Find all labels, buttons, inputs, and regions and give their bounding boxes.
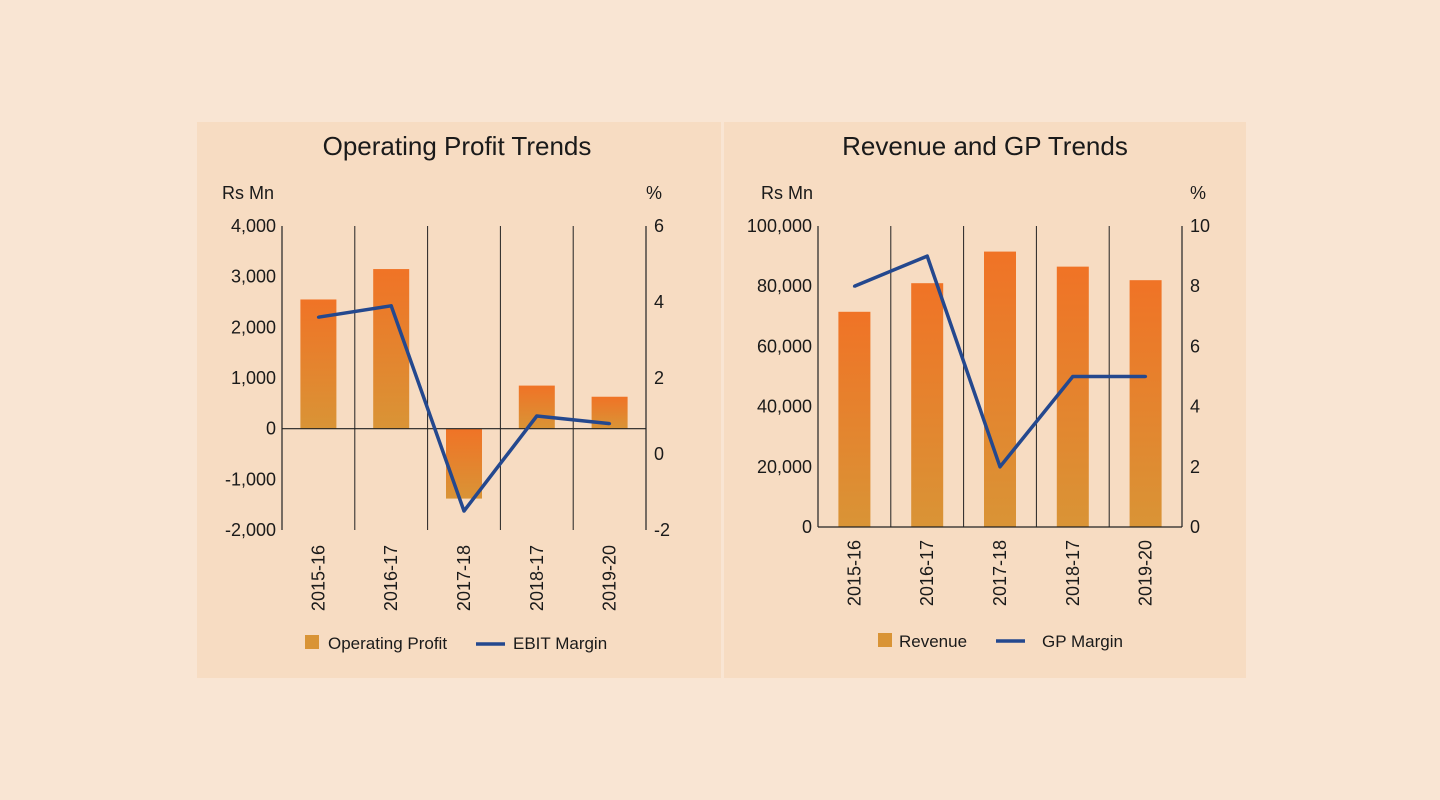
left-axis-tick-label: 100,000 — [747, 216, 812, 236]
line-point — [389, 304, 393, 308]
chart-title: Operating Profit Trends — [323, 131, 592, 161]
right-axis-ticks: 10 8 6 4 2 0 — [1190, 216, 1210, 537]
bar — [446, 428, 482, 499]
left-axis-tick-label: 1,000 — [231, 368, 276, 388]
bar — [300, 299, 337, 429]
legend-label-ebit-margin: EBIT Margin — [513, 634, 607, 653]
line-series — [852, 254, 1148, 469]
bar — [373, 269, 410, 429]
line-point — [462, 509, 466, 513]
left-axis-unit: Rs Mn — [222, 183, 274, 203]
category-label: 2017-18 — [990, 540, 1010, 606]
category-label: 2018-17 — [527, 545, 547, 611]
line-series — [316, 304, 612, 513]
revenue-gp-chart: Revenue and GP Trends Rs Mn % 100,000 80,… — [724, 122, 1246, 678]
category-label: 2016-17 — [917, 540, 937, 606]
left-axis-tick-label: 3,000 — [231, 267, 276, 287]
category-label: 2015-16 — [844, 540, 864, 606]
left-axis-tick-label: 40,000 — [757, 397, 812, 417]
axes — [281, 226, 647, 530]
right-axis-ticks: 6 4 2 0 -2 — [654, 216, 670, 540]
category-label: 2017-18 — [454, 545, 474, 611]
right-axis-tick-label: 4 — [654, 292, 664, 312]
line-point — [1144, 375, 1148, 378]
legend-swatch-revenue — [878, 633, 892, 647]
line-point — [925, 254, 929, 258]
left-axis-tick-label: 20,000 — [757, 457, 812, 477]
legend-label-operating-profit: Operating Profit — [328, 634, 447, 653]
right-axis-tick-label: -2 — [654, 520, 670, 540]
right-axis-tick-label: 6 — [1190, 336, 1200, 356]
bar-series — [300, 269, 628, 499]
right-axis-unit: % — [1190, 183, 1206, 203]
right-axis-tick-label: 10 — [1190, 216, 1210, 236]
bar — [911, 283, 944, 527]
legend: Operating Profit EBIT Margin — [305, 634, 607, 653]
line-point — [852, 284, 856, 288]
left-axis-tick-label: 0 — [802, 517, 812, 537]
right-axis-unit: % — [646, 183, 662, 203]
left-axis-tick-label: 4,000 — [231, 216, 276, 236]
bar — [518, 385, 555, 429]
right-axis-tick-label: 4 — [1190, 397, 1200, 417]
category-label: 2019-20 — [1136, 540, 1156, 606]
left-axis-ticks: 4,000 3,000 2,000 1,000 0 -1,000 -2,000 — [225, 216, 276, 540]
line-point — [1071, 375, 1075, 378]
legend-label-revenue: Revenue — [899, 632, 967, 651]
line-point — [998, 465, 1002, 469]
legend-label-gp-margin: GP Margin — [1042, 632, 1123, 651]
bar — [838, 311, 871, 527]
axes — [817, 226, 1183, 528]
right-axis-tick-label: 2 — [654, 368, 664, 388]
left-axis-tick-label: -1,000 — [225, 469, 276, 489]
left-axis-tick-label: 2,000 — [231, 317, 276, 337]
right-axis-tick-label: 0 — [654, 444, 664, 464]
left-axis-tick-label: 0 — [266, 419, 276, 439]
operating-profit-chart: Operating Profit Trends Rs Mn % 4,000 3,0… — [197, 122, 721, 678]
right-axis-tick-label: 8 — [1190, 276, 1200, 296]
chart-panel — [197, 122, 721, 678]
category-label: 2016-17 — [381, 545, 401, 611]
bar — [1129, 280, 1162, 527]
category-label: 2018-17 — [1063, 540, 1083, 606]
legend-swatch-operating-profit — [305, 635, 319, 649]
chart-title: Revenue and GP Trends — [842, 131, 1128, 161]
category-labels: 2015-16 2016-17 2017-18 2018-17 2019-20 — [844, 540, 1155, 606]
bar — [984, 251, 1016, 527]
line-point — [535, 414, 539, 418]
right-axis-tick-label: 6 — [654, 216, 664, 236]
right-axis-tick-label: 2 — [1190, 457, 1200, 477]
left-axis-tick-label: 60,000 — [757, 336, 812, 356]
bar-series — [838, 251, 1162, 527]
line-point — [316, 315, 320, 319]
bar — [1056, 266, 1089, 527]
category-label: 2019-20 — [600, 545, 620, 611]
left-axis-tick-label: 80,000 — [757, 276, 812, 296]
legend: Revenue GP Margin — [878, 632, 1123, 651]
left-axis-tick-label: -2,000 — [225, 520, 276, 540]
left-axis-unit: Rs Mn — [761, 183, 813, 203]
right-axis-tick-label: 0 — [1190, 517, 1200, 537]
category-labels: 2015-16 2016-17 2017-18 2018-17 2019-20 — [308, 545, 619, 611]
line-point — [608, 422, 612, 426]
category-label: 2015-16 — [308, 545, 328, 611]
left-axis-ticks: 100,000 80,000 60,000 40,000 20,000 0 — [747, 216, 812, 537]
